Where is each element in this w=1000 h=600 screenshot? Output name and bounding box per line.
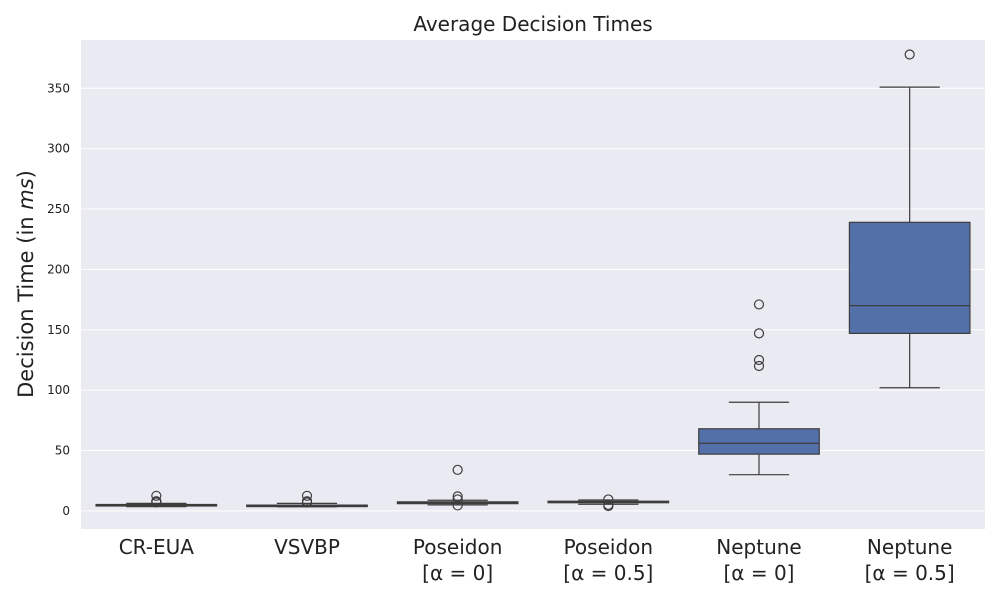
boxes — [95, 49, 971, 512]
box-group — [698, 299, 820, 476]
y-axis-label-prefix: Decision Time (in — [14, 210, 38, 398]
plot-background — [81, 40, 985, 529]
category-label: VSVBP — [274, 535, 340, 559]
y-tick-label: 300 — [47, 142, 70, 156]
outlier-point — [753, 354, 765, 366]
outlier-point — [753, 328, 765, 339]
category-labels: CR-EUA VSVBP Poseidon[α = 0]Poseidon[α = 0… — [119, 535, 955, 585]
category-label: Poseidon — [413, 535, 502, 559]
box-group — [848, 49, 971, 389]
category-sublabel: [α = 0.5] — [865, 561, 955, 585]
box-group — [95, 490, 218, 508]
outlier-point — [151, 490, 162, 501]
y-tick-label: 200 — [47, 262, 70, 276]
y-tick-label: 0 — [62, 504, 70, 518]
outlier-point — [904, 49, 915, 60]
outlier-point — [452, 494, 463, 505]
outlier-point — [603, 499, 614, 510]
iqr-box — [848, 221, 971, 334]
box-group — [246, 490, 368, 508]
outlier-point — [452, 491, 463, 502]
outlier-point — [603, 494, 614, 505]
category-label: Neptune — [867, 535, 952, 559]
outlier-point — [301, 496, 313, 507]
category-sublabel: [α = 0.5] — [563, 561, 653, 585]
y-tick-label: 250 — [47, 202, 70, 216]
y-axis-label: Decision Time (in ms) — [14, 170, 38, 398]
y-axis-label-unit: ms — [14, 178, 38, 209]
outlier-point — [452, 464, 463, 475]
iqr-box — [698, 428, 820, 455]
category-sublabel: [α = 0] — [422, 561, 493, 585]
y-tick-label: 150 — [47, 323, 70, 337]
box-group — [547, 494, 670, 512]
grid-lines — [81, 87, 985, 512]
y-tick-label: 100 — [47, 383, 70, 397]
outlier-point — [753, 360, 765, 372]
y-tick-label: 350 — [47, 81, 70, 95]
chart-title: Average Decision Times — [413, 12, 652, 36]
outlier-point — [151, 496, 162, 507]
outlier-point — [753, 299, 765, 310]
category-label: CR-EUA — [119, 535, 195, 559]
y-axis-label-suffix: ) — [14, 170, 38, 178]
box-group — [396, 464, 519, 511]
y-tick-label: 50 — [55, 444, 70, 458]
category-label: Poseidon — [564, 535, 653, 559]
y-tick-labels: 0 50 100 150 200 250 300 350 — [47, 81, 70, 518]
outlier-point — [301, 490, 313, 501]
category-label: Neptune — [716, 535, 801, 559]
category-sublabel: [α = 0] — [724, 561, 795, 585]
